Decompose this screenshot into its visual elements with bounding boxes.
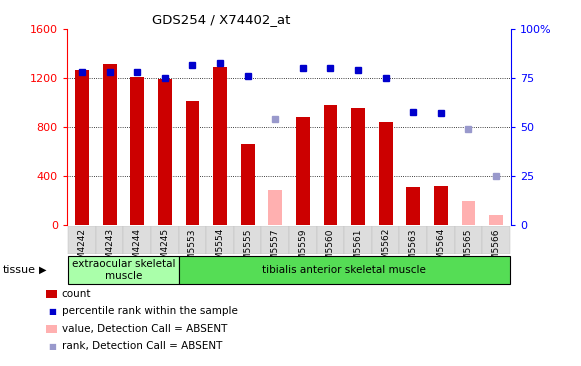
Bar	[461, 201, 475, 225]
Bar	[178, 256, 510, 284]
Text: GSM5564: GSM5564	[436, 228, 446, 272]
Bar	[96, 226, 123, 254]
Bar	[261, 226, 289, 254]
Bar	[206, 226, 234, 254]
Text: tibialis anterior skeletal muscle: tibialis anterior skeletal muscle	[263, 265, 426, 275]
Text: GSM5553: GSM5553	[188, 228, 197, 272]
Text: tissue: tissue	[3, 265, 36, 275]
Bar	[455, 226, 482, 254]
Bar	[185, 101, 199, 225]
Bar	[158, 79, 172, 225]
Text: rank, Detection Call = ABSENT: rank, Detection Call = ABSENT	[62, 341, 222, 351]
Bar	[234, 226, 261, 254]
Bar	[324, 105, 338, 225]
Bar	[241, 144, 254, 225]
Text: GSM5563: GSM5563	[409, 228, 418, 272]
Bar	[151, 226, 178, 254]
Text: GSM5557: GSM5557	[271, 228, 279, 272]
Text: ■: ■	[48, 342, 56, 351]
Text: ■: ■	[48, 307, 56, 315]
Text: GDS254 / X74402_at: GDS254 / X74402_at	[152, 13, 290, 26]
Bar	[296, 117, 310, 225]
Bar	[434, 186, 448, 225]
Text: GSM5562: GSM5562	[381, 228, 390, 272]
Bar	[268, 190, 282, 225]
Bar	[178, 226, 206, 254]
Text: GSM5566: GSM5566	[492, 228, 501, 272]
Bar	[406, 187, 420, 225]
Text: GSM5565: GSM5565	[464, 228, 473, 272]
Bar	[489, 215, 503, 225]
Bar	[130, 77, 144, 225]
Bar	[289, 226, 317, 254]
Bar	[75, 70, 89, 225]
Text: GSM5555: GSM5555	[243, 228, 252, 272]
Bar	[213, 67, 227, 225]
Text: GSM5561: GSM5561	[354, 228, 363, 272]
Text: count: count	[62, 288, 91, 299]
Text: GSM5559: GSM5559	[299, 228, 307, 272]
Bar	[68, 256, 178, 284]
Bar	[372, 226, 400, 254]
Bar	[379, 122, 393, 225]
Bar	[400, 226, 427, 254]
Text: GSM4242: GSM4242	[77, 228, 87, 271]
Text: extraocular skeletal
muscle: extraocular skeletal muscle	[71, 259, 175, 281]
Text: GSM4243: GSM4243	[105, 228, 114, 271]
Bar	[427, 226, 455, 254]
Text: GSM5554: GSM5554	[216, 228, 224, 272]
Text: GSM5560: GSM5560	[326, 228, 335, 272]
Text: value, Detection Call = ABSENT: value, Detection Call = ABSENT	[62, 324, 227, 334]
Bar	[68, 226, 96, 254]
Text: ▶: ▶	[39, 265, 46, 275]
Text: GSM4245: GSM4245	[160, 228, 169, 271]
Bar	[351, 108, 365, 225]
Bar	[123, 226, 151, 254]
Bar	[482, 226, 510, 254]
Text: GSM4244: GSM4244	[132, 228, 142, 271]
Bar	[103, 64, 117, 225]
Bar	[317, 226, 345, 254]
Bar	[345, 226, 372, 254]
Text: percentile rank within the sample: percentile rank within the sample	[62, 306, 238, 316]
